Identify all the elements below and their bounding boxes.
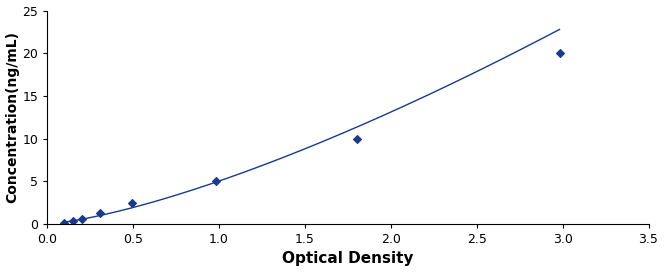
Y-axis label: Concentration(ng/mL): Concentration(ng/mL) xyxy=(5,31,19,203)
X-axis label: Optical Density: Optical Density xyxy=(282,251,414,267)
